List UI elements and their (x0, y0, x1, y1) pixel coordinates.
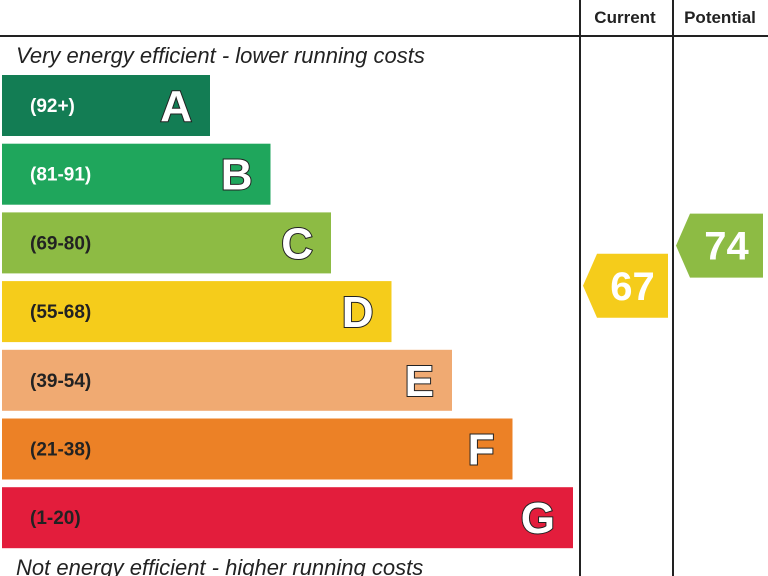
band-d-bar (2, 281, 392, 343)
band-e-bar (2, 349, 452, 411)
band-c-bar (2, 212, 331, 274)
band-a-range-label: (92+) (30, 96, 75, 117)
band-e-range-label: (39-54) (30, 371, 91, 392)
potential-rating-arrow (676, 213, 763, 278)
potential-rating-value: 74 (704, 225, 749, 269)
current-column-header: Current (594, 8, 656, 27)
band-g-bar (2, 487, 573, 549)
rating-bands: (92+) A (81-91) B (69-80) C (55-68) D (39-54) E (2… (2, 75, 573, 549)
band-e-letter: E (405, 357, 434, 406)
band-a-letter: A (160, 82, 192, 131)
bottom-caption: Not energy efficient - higher running co… (16, 555, 423, 576)
current-rating-arrow (583, 253, 668, 318)
band-f-range-label: (21-38) (30, 440, 91, 461)
band-c-letter: C (281, 219, 313, 268)
band-a-bar (2, 75, 210, 136)
band-f-letter: F (468, 426, 495, 475)
top-caption: Very energy efficient - lower running co… (16, 43, 425, 68)
band-b-range-label: (81-91) (30, 165, 91, 186)
band-c-range-label: (69-80) (30, 233, 91, 254)
band-b-bar (2, 143, 271, 205)
current-rating-value: 67 (610, 265, 655, 309)
potential-column-header: Potential (684, 8, 756, 27)
band-b-letter: B (221, 151, 253, 200)
band-d-letter: D (342, 288, 374, 337)
band-f-bar (2, 418, 513, 480)
band-g-range-label: (1-20) (30, 508, 81, 529)
band-d-range-label: (55-68) (30, 302, 91, 323)
rating-markers: 67 74 (583, 213, 763, 318)
band-g-letter: G (521, 494, 555, 543)
